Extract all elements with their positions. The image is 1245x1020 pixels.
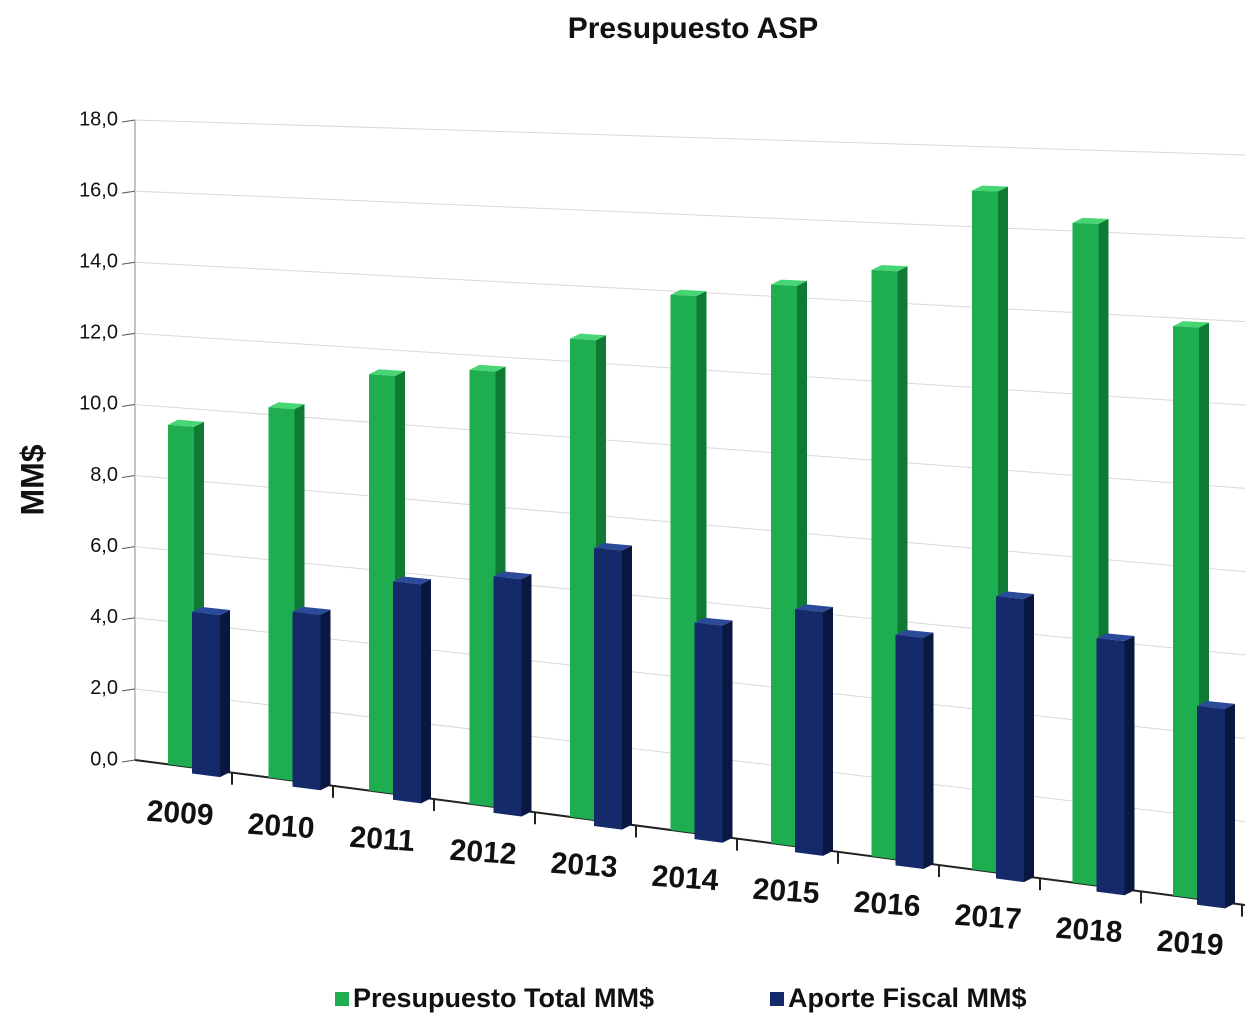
y-tick	[122, 476, 135, 478]
bar	[369, 374, 395, 794]
y-tick-label: 16,0	[79, 179, 118, 201]
legend-label: Aporte Fiscal MM$	[788, 983, 1027, 1013]
x-tick-label: 2010	[247, 808, 316, 846]
bar-side	[321, 610, 331, 791]
chart-title: Presupuesto ASP	[568, 12, 819, 45]
bar-side	[823, 607, 833, 856]
x-tick-label: 2016	[853, 886, 922, 924]
y-tick	[122, 760, 135, 762]
bar	[972, 191, 998, 873]
bar	[795, 609, 823, 856]
x-tick-label: 2012	[449, 834, 518, 872]
bar-side	[1125, 636, 1135, 895]
bar	[872, 270, 898, 860]
y-tick-label: 18,0	[79, 108, 118, 130]
bar-side	[723, 621, 733, 843]
bar	[594, 548, 622, 830]
y-axis-label: MM$	[14, 444, 50, 515]
x-tick-label: 2015	[752, 873, 821, 911]
y-tick	[122, 333, 135, 335]
y-tick-label: 0,0	[90, 748, 118, 770]
x-tick-label: 2014	[651, 860, 720, 898]
bar	[570, 339, 596, 821]
bar	[1097, 638, 1125, 895]
x-tick-label: 2017	[954, 899, 1023, 937]
bar	[494, 576, 522, 816]
bar	[293, 612, 321, 790]
bar	[771, 285, 797, 847]
bar	[192, 612, 220, 777]
y-tick	[122, 120, 135, 122]
legend-swatch	[770, 992, 784, 1006]
bar-side	[924, 633, 934, 869]
bar	[695, 623, 723, 843]
y-tick	[122, 547, 135, 549]
chart: Presupuesto ASP MM$ 0,0 2,0 4,0 6,0 8,0 10,0 1…	[0, 0, 1245, 1020]
y-tick	[122, 689, 135, 691]
x-tick-label: 2018	[1055, 912, 1124, 950]
bar	[1173, 326, 1199, 899]
bar-side	[220, 610, 230, 777]
bar-side	[1024, 594, 1034, 882]
y-tick-label: 12,0	[79, 322, 118, 344]
legend-swatch	[335, 992, 349, 1006]
bar-side	[622, 545, 632, 829]
bar-side	[421, 579, 431, 803]
bar	[168, 425, 194, 768]
y-tick-label: 2,0	[90, 677, 118, 699]
y-tick-label: 10,0	[79, 393, 118, 415]
y-tick-label: 8,0	[90, 464, 118, 486]
y-tick	[122, 404, 135, 406]
y-tick	[122, 262, 135, 264]
x-tick-label: 2019	[1156, 925, 1225, 963]
bar-side	[1225, 704, 1235, 908]
bar-side	[522, 574, 532, 816]
bar	[1197, 706, 1225, 908]
y-tick-label: 4,0	[90, 606, 118, 628]
bar	[269, 407, 295, 781]
bar	[671, 295, 697, 834]
x-tick-label: 2009	[146, 795, 215, 833]
bar	[1073, 223, 1099, 886]
y-tick	[122, 191, 135, 193]
y-tick-label: 6,0	[90, 535, 118, 557]
grid-line	[135, 120, 1245, 155]
y-tick	[122, 618, 135, 620]
bar	[896, 635, 924, 869]
y-tick-label: 14,0	[79, 251, 118, 273]
x-tick-label: 2011	[348, 821, 415, 858]
bar	[393, 582, 421, 804]
bar	[996, 596, 1024, 882]
legend-label: Presupuesto Total MM$	[353, 983, 654, 1013]
bar	[470, 370, 496, 807]
x-tick-label: 2013	[550, 847, 619, 885]
